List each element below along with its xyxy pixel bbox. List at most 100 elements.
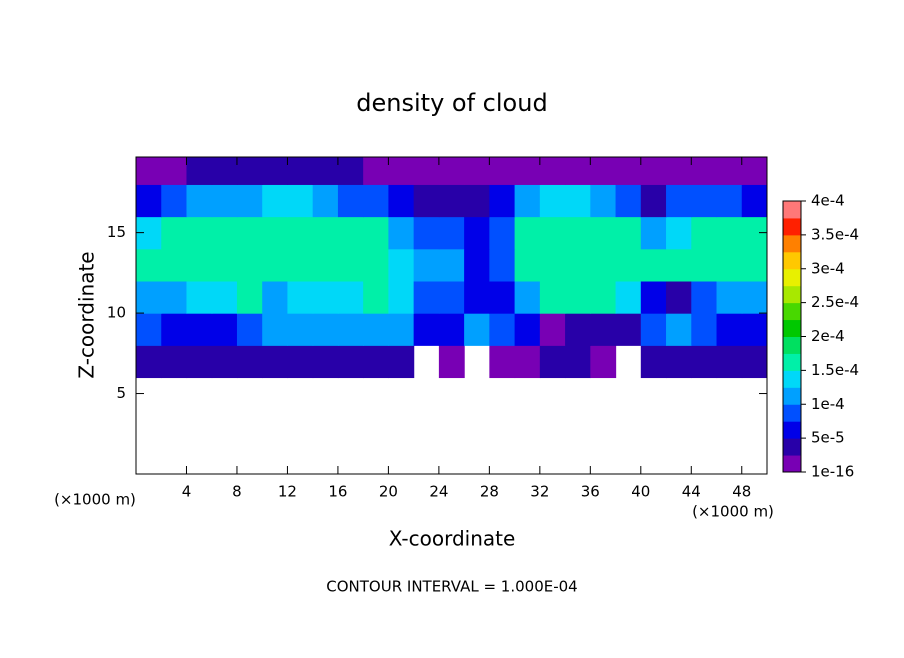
cell	[640, 313, 667, 346]
cell	[236, 216, 263, 250]
cell	[388, 313, 415, 346]
x-tick-label: 32	[530, 483, 549, 501]
cell	[388, 184, 415, 218]
x-tick-label: 4	[182, 483, 192, 501]
cell	[615, 216, 642, 250]
cell	[388, 345, 415, 379]
x-unit-left: (×1000 m)	[54, 491, 136, 509]
cell	[691, 184, 718, 218]
y-tick-label: 5	[116, 384, 126, 402]
cell	[136, 280, 162, 314]
cell	[691, 248, 718, 282]
cell	[539, 248, 566, 282]
x-axis-label: X-coordinate	[389, 527, 516, 551]
cell	[666, 280, 692, 314]
colorbar-swatch	[783, 201, 801, 219]
cell	[186, 313, 213, 346]
cell	[489, 216, 516, 250]
cell	[161, 216, 188, 250]
cell	[716, 216, 743, 250]
cell	[716, 345, 743, 379]
cell	[590, 313, 617, 346]
colorbar-tick-label: 5e-5	[811, 429, 845, 447]
cell	[287, 248, 314, 282]
cell	[363, 313, 389, 346]
x-tick-label: 8	[232, 483, 242, 501]
cell	[565, 157, 591, 185]
cell	[640, 184, 667, 218]
cell	[388, 216, 415, 250]
cell	[590, 216, 617, 250]
cell	[211, 157, 238, 185]
cell	[438, 184, 465, 218]
cell	[186, 280, 213, 314]
cell	[741, 184, 767, 218]
cell	[691, 216, 718, 250]
cell	[337, 280, 364, 314]
cell	[312, 248, 339, 282]
colorbar-swatch	[783, 268, 801, 287]
cell	[666, 313, 692, 346]
cell	[337, 248, 364, 282]
cell	[464, 184, 490, 218]
cell	[337, 313, 364, 346]
y-tick-label: 10	[107, 304, 126, 322]
cell	[666, 248, 692, 282]
cell	[565, 345, 591, 379]
cell	[312, 313, 339, 346]
cell	[539, 157, 566, 185]
cell	[161, 280, 188, 314]
cell	[363, 216, 389, 250]
cell	[262, 184, 289, 218]
cell	[186, 184, 213, 218]
cell	[565, 248, 591, 282]
plot-frame	[135, 156, 768, 475]
cell	[287, 216, 314, 250]
colorbar-tick-label: 2.5e-4	[811, 293, 859, 311]
cell	[211, 184, 238, 218]
cell	[413, 280, 440, 314]
cell	[514, 313, 541, 346]
cell	[287, 345, 314, 379]
cell	[489, 345, 516, 379]
cell	[590, 248, 617, 282]
colorbar-swatch	[783, 455, 801, 473]
cell	[337, 345, 364, 379]
cell	[464, 280, 490, 314]
cell	[489, 157, 516, 185]
colorbar-tick-label: 3e-4	[811, 259, 845, 277]
cell	[287, 184, 314, 218]
colorbar-swatch	[783, 353, 801, 371]
colorbar-swatch	[783, 319, 801, 337]
cell	[363, 345, 389, 379]
cell	[741, 345, 767, 379]
cell	[438, 157, 465, 185]
cell	[489, 184, 516, 218]
cell	[666, 345, 692, 379]
cell	[363, 157, 389, 185]
cell	[716, 248, 743, 282]
cell	[640, 280, 667, 314]
y-axis-label: Z-coordinate	[75, 251, 99, 378]
colorbar-tick-label: 4e-4	[811, 192, 845, 210]
colorbar-swatch	[783, 302, 801, 321]
cell	[388, 157, 415, 185]
cell	[186, 345, 213, 379]
cell	[539, 280, 566, 314]
colorbar-swatch	[783, 421, 801, 439]
cell	[186, 157, 213, 185]
cell	[666, 157, 692, 185]
colorbar-tick-label: 1e-16	[811, 463, 854, 481]
cell	[615, 184, 642, 218]
cell	[565, 280, 591, 314]
x-tick-label: 12	[278, 483, 297, 501]
cell	[438, 345, 465, 379]
cell	[615, 313, 642, 346]
cell	[413, 216, 440, 250]
cell	[161, 313, 188, 346]
cell	[136, 345, 162, 379]
cell	[565, 216, 591, 250]
cell	[186, 216, 213, 250]
cell	[590, 157, 617, 185]
